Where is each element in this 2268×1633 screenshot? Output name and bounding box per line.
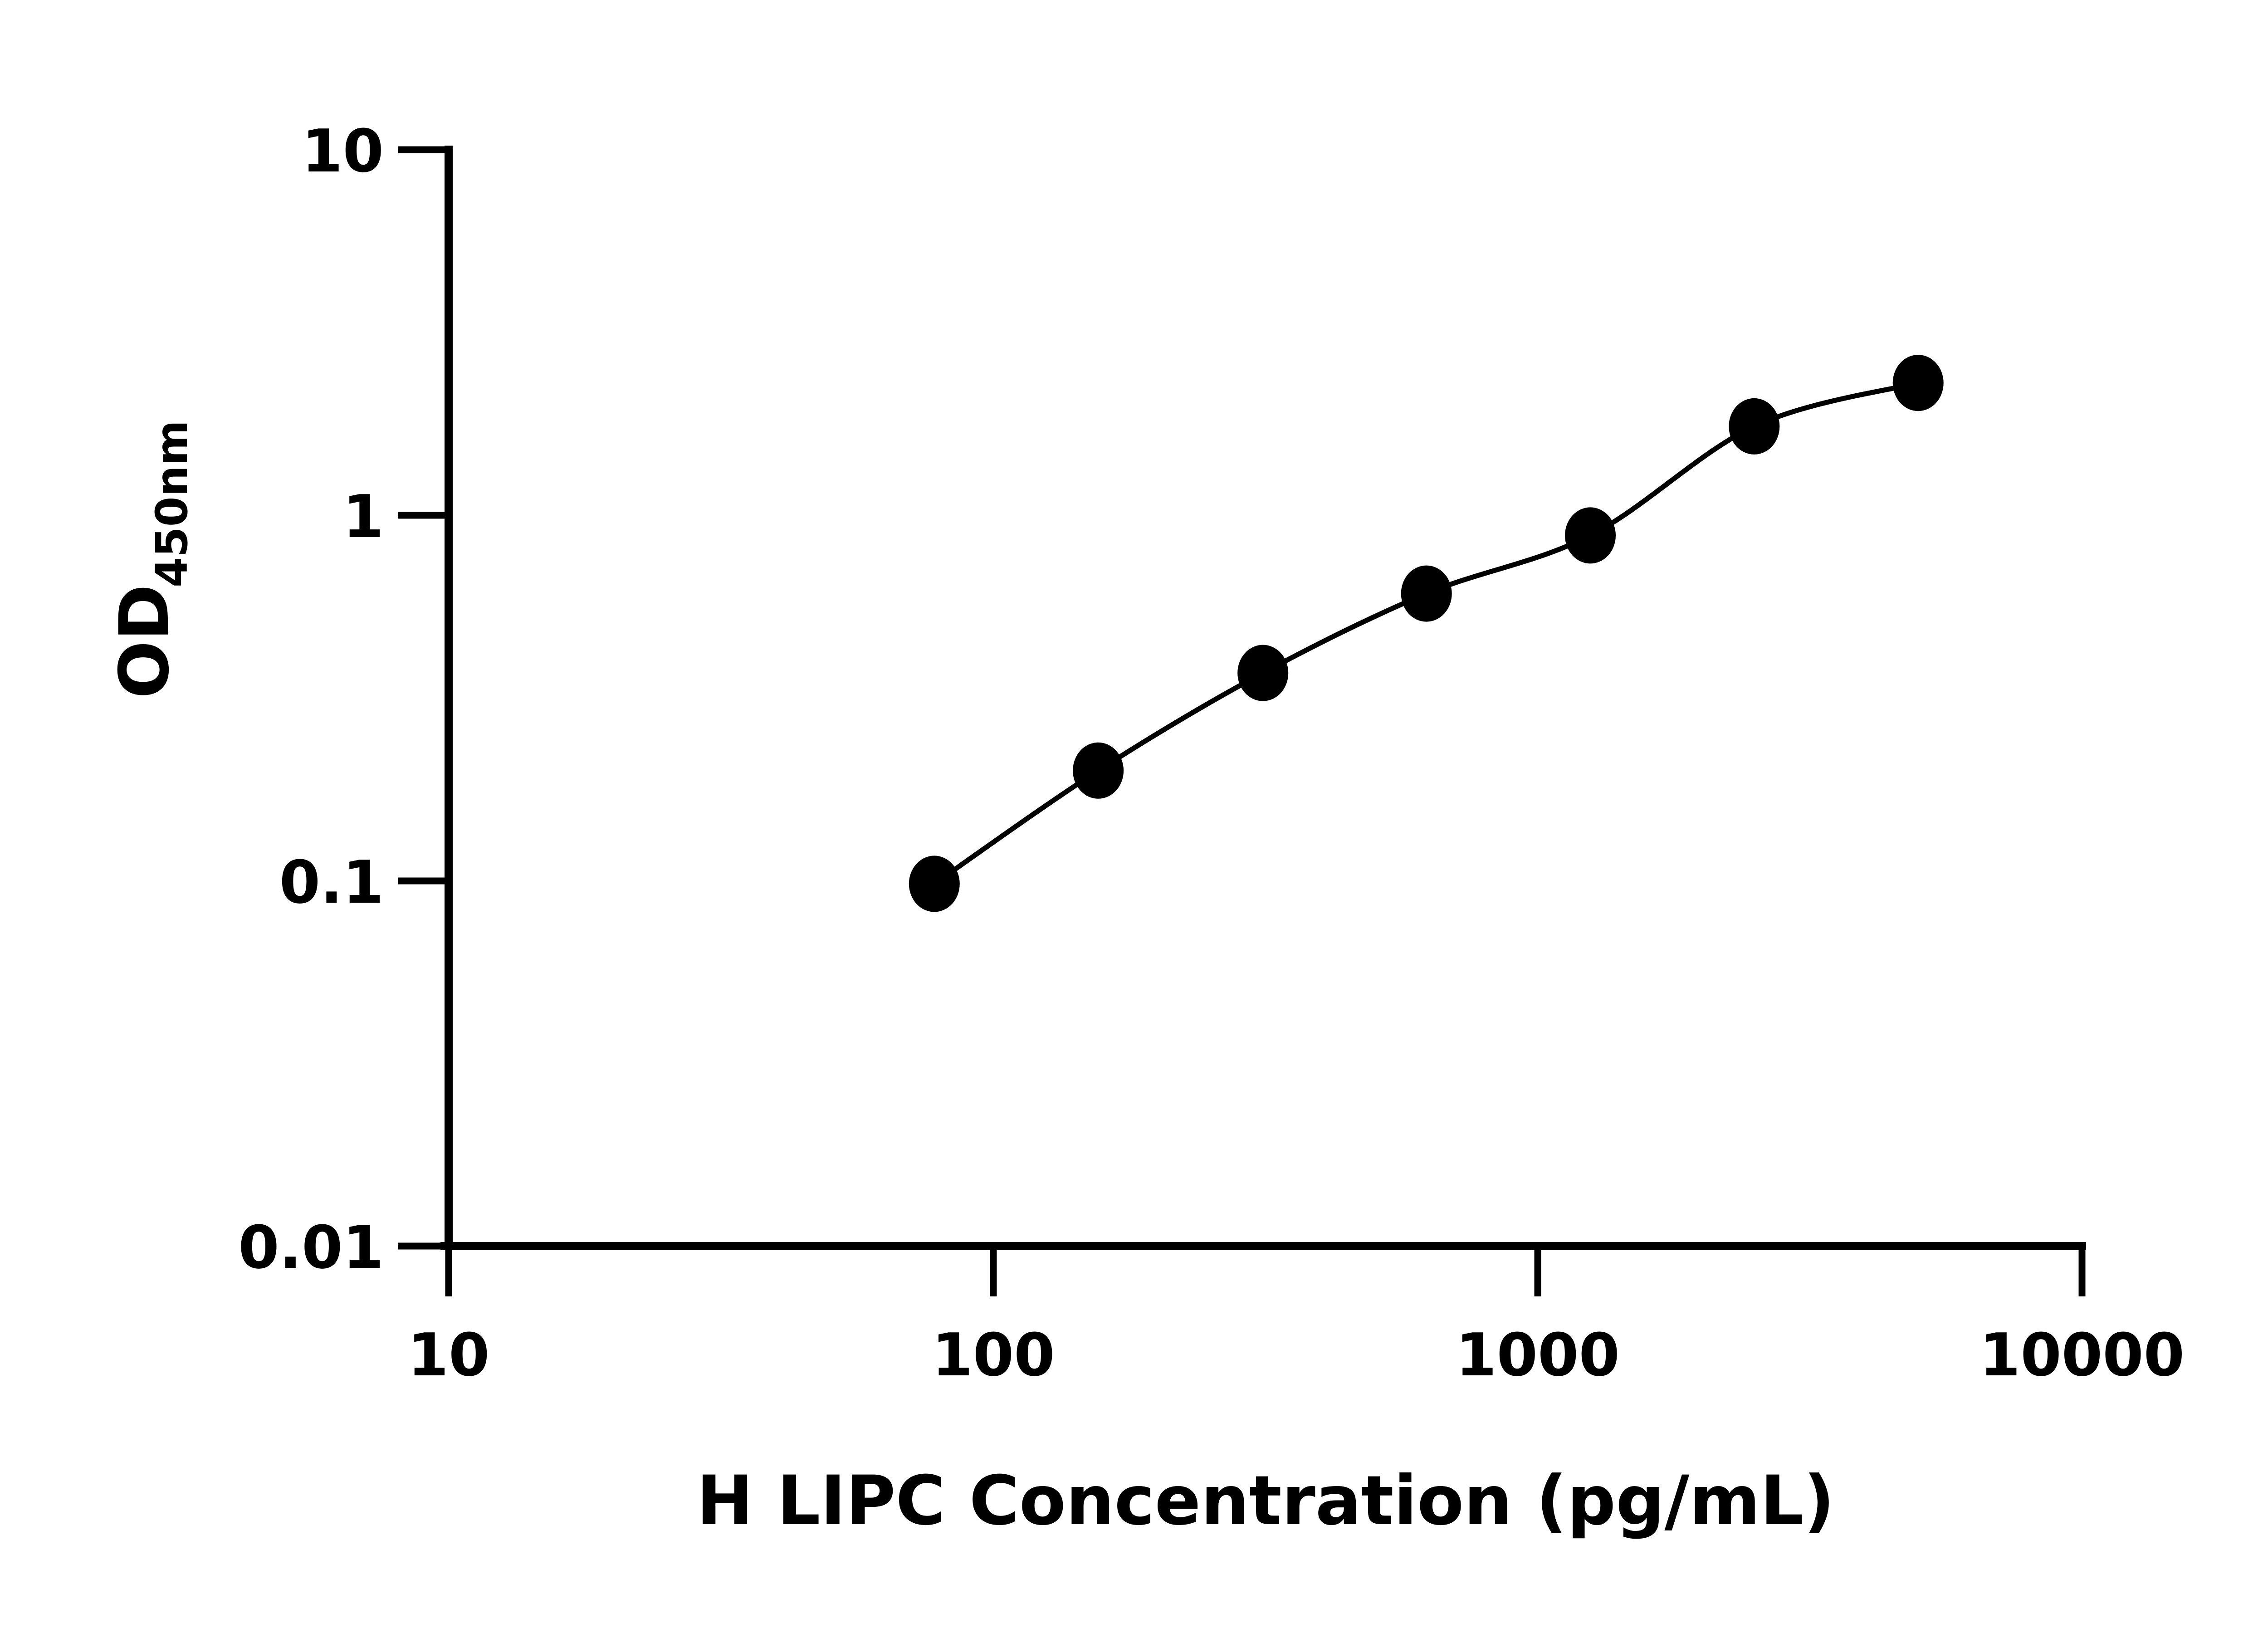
x-axis-ticks xyxy=(445,1246,2086,1296)
data-point-0 xyxy=(909,856,960,912)
y-tick-label-0-1: 0.1 xyxy=(279,848,384,917)
y-tick-label-1: 1 xyxy=(343,482,384,551)
x-tick-label-1000: 1000 xyxy=(1456,1320,1620,1389)
axes-group xyxy=(440,146,2086,1250)
x-tick-label-100: 100 xyxy=(932,1320,1055,1389)
x-tick-label-10000: 10000 xyxy=(1980,1320,2185,1389)
y-axis-tick-labels: 10 1 0.1 0.01 xyxy=(238,117,384,1282)
data-point-5 xyxy=(1729,398,1780,455)
data-point-4 xyxy=(1565,507,1616,564)
data-point-6 xyxy=(1892,355,1944,411)
x-axis-tick-labels: 10 100 1000 10000 xyxy=(408,1320,2185,1389)
data-point-1 xyxy=(1073,742,1124,799)
y-axis-title: OD 450nm xyxy=(105,420,197,699)
data-point-2 xyxy=(1237,645,1289,701)
data-point-markers xyxy=(909,355,1944,912)
y-tick-label-10: 10 xyxy=(302,117,384,186)
y-axis-title-subscript: 450nm xyxy=(147,420,197,587)
x-axis-title: H LIPC Concentration (pg/mL) xyxy=(696,1462,1834,1540)
x-tick-label-10: 10 xyxy=(408,1320,490,1389)
y-axis-title-main: OD xyxy=(105,584,184,699)
y-tick-label-0-01: 0.01 xyxy=(238,1213,384,1282)
standard-curve-line xyxy=(932,380,1921,886)
data-point-3 xyxy=(1401,565,1452,622)
